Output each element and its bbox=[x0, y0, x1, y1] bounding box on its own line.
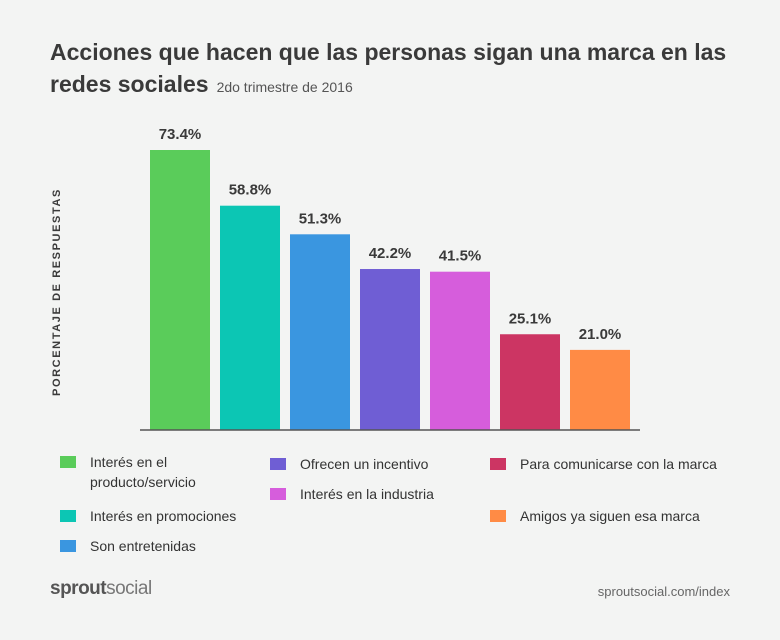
bar-chart: 73.4% 58.8% 51.3% 42.2% 41.5% 25.1% 21.0% PORC… bbox=[51, 126, 640, 431]
value-labels-group: 73.4% 58.8% 51.3% 42.2% 41.5% 25.1% 21.0% bbox=[159, 126, 622, 343]
bar-value-label: 25.1% bbox=[509, 310, 552, 327]
bars-group bbox=[150, 150, 630, 430]
legend-item: Ofrecen un incentivo bbox=[270, 454, 480, 474]
chart-title-text: Acciones que hacen que las personas siga… bbox=[50, 39, 727, 97]
bar-4 bbox=[360, 269, 420, 430]
brand-light: social bbox=[106, 578, 152, 599]
bar-7 bbox=[570, 349, 630, 430]
legend-swatch bbox=[270, 458, 286, 470]
legend-swatch bbox=[270, 488, 286, 500]
legend-label: Para comunicarse con la marca bbox=[520, 456, 717, 472]
legend-item: Interés en el producto/servicio bbox=[60, 452, 250, 492]
legend-item: Son entretenidas bbox=[60, 536, 270, 556]
legend-item: Interés en la industria bbox=[270, 484, 480, 504]
legend-label: Interés en el producto/servicio bbox=[90, 454, 196, 490]
bar-value-label: 73.4% bbox=[159, 126, 202, 143]
legend-label: Amigos ya siguen esa marca bbox=[520, 508, 700, 524]
legend-item: Para comunicarse con la marca bbox=[490, 454, 730, 474]
legend-label: Ofrecen un incentivo bbox=[300, 456, 429, 472]
bar-value-label: 41.5% bbox=[439, 248, 482, 265]
bar-5 bbox=[430, 271, 490, 430]
brand-logo: sproutsocial bbox=[50, 578, 152, 600]
footer-url: sproutsocial.com/index bbox=[597, 584, 730, 599]
y-axis-label: PORCENTAJE DE RESPUESTAS bbox=[51, 188, 63, 396]
brand-bold: sprout bbox=[50, 578, 107, 599]
bar-3 bbox=[290, 234, 350, 430]
chart-subtitle: 2do trimestre de 2016 bbox=[216, 79, 353, 95]
bar-1 bbox=[150, 150, 210, 430]
legend-label: Interés en la industria bbox=[300, 486, 434, 502]
legend-label: Interés en promociones bbox=[90, 508, 237, 524]
bar-value-label: 42.2% bbox=[369, 245, 412, 262]
legend-swatch bbox=[60, 510, 76, 522]
legend-item: Interés en promociones bbox=[60, 506, 270, 526]
legend-label: Son entretenidas bbox=[90, 538, 196, 554]
legend-swatch bbox=[490, 510, 506, 522]
bar-value-label: 58.8% bbox=[229, 182, 272, 199]
bar-2 bbox=[220, 205, 280, 430]
legend-swatch bbox=[60, 540, 76, 552]
bar-value-label: 51.3% bbox=[299, 210, 342, 227]
legend-swatch bbox=[490, 458, 506, 470]
legend-swatch bbox=[60, 456, 76, 468]
bar-6 bbox=[500, 334, 560, 430]
bar-value-label: 21.0% bbox=[579, 326, 622, 343]
legend-item: Amigos ya siguen esa marca bbox=[490, 506, 730, 526]
chart-title: Acciones que hacen que las personas siga… bbox=[50, 36, 730, 103]
